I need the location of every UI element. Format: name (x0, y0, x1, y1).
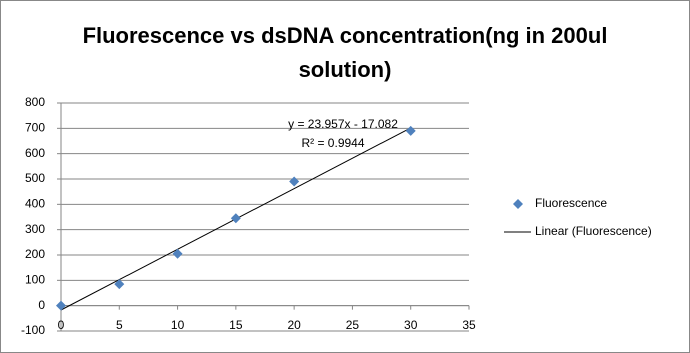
trendline-r2: R² = 0.9944 (301, 136, 364, 150)
data-point (289, 176, 300, 187)
x-tick-label: 25 (346, 318, 360, 332)
legend-label: Linear (Fluorescence) (535, 224, 652, 238)
y-tick-label: 200 (25, 247, 45, 261)
y-tick-label: 0 (38, 298, 45, 312)
data-point (56, 300, 66, 311)
y-tick-label: 500 (25, 171, 45, 185)
x-tick-label: 20 (287, 318, 301, 332)
x-tick-label: 10 (171, 318, 185, 332)
y-tick-label: 400 (25, 197, 45, 211)
data-point (230, 213, 241, 224)
x-tick-label: 30 (404, 318, 418, 332)
data-point (172, 248, 183, 259)
legend-marker (513, 199, 523, 209)
trendline-equation: y = 23.957x - 17.082 (288, 117, 398, 131)
chart-title: Fluorescence vs dsDNA concentration(ng i… (82, 23, 608, 82)
y-tick-label: 700 (25, 121, 45, 135)
data-point (114, 279, 125, 290)
x-tick-label: 5 (116, 318, 123, 332)
data-point (405, 125, 416, 136)
legend-label: Fluorescence (535, 196, 607, 210)
x-tick-label: 35 (462, 318, 476, 332)
y-tick-label: 100 (25, 273, 45, 287)
x-tick-label: 0 (58, 318, 65, 332)
x-tick-label: 15 (229, 318, 243, 332)
y-tick-label: 800 (25, 95, 45, 109)
y-tick-label: 300 (25, 222, 45, 236)
y-tick-label: 600 (25, 146, 45, 160)
y-tick-label: -100 (21, 323, 45, 337)
